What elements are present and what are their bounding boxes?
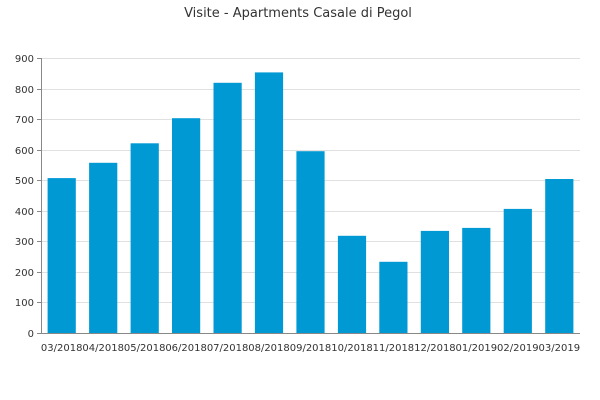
y-tick-label: 100 xyxy=(15,298,34,309)
bar-09-2018 xyxy=(296,151,325,333)
bar-10-2018 xyxy=(337,235,367,333)
x-tick-label: 04/2018 xyxy=(82,343,124,354)
x-tick-label: 02/2019 xyxy=(497,343,539,354)
x-tick-label: 07/2018 xyxy=(207,343,249,354)
y-tick-label: 400 xyxy=(15,207,34,218)
y-tick-label: 300 xyxy=(15,237,34,248)
x-tick-label: 05/2018 xyxy=(124,343,166,354)
x-tick-label: 01/2019 xyxy=(456,343,498,354)
bar-07-2018 xyxy=(213,82,242,334)
x-tick-label: 10/2018 xyxy=(331,343,373,354)
x-tick-label: 09/2018 xyxy=(290,343,332,354)
x-tick-label: 06/2018 xyxy=(165,343,207,354)
bar-04-2018 xyxy=(89,162,118,333)
bar-05-2018 xyxy=(130,143,159,333)
bar-01-2019 xyxy=(462,227,491,333)
bar-02-2019 xyxy=(503,208,532,333)
x-tick-label: 08/2018 xyxy=(248,343,290,354)
bar-12-2018 xyxy=(420,230,449,333)
bar-03-2018 xyxy=(47,178,76,333)
bars xyxy=(47,72,574,334)
bar-08-2018 xyxy=(254,72,284,334)
y-tick-label: 900 xyxy=(15,54,34,65)
y-tick-label: 600 xyxy=(15,146,34,157)
x-tick-label: 12/2018 xyxy=(414,343,456,354)
x-tick-label: 03/2018 xyxy=(41,343,83,354)
bar-11-2018 xyxy=(379,261,408,333)
y-tick-label: 200 xyxy=(15,268,34,279)
y-axis: 0 100 200 300 400 500 600 700 800 900 xyxy=(15,54,42,340)
bar-06-2018 xyxy=(172,118,201,333)
x-axis: 03/2018 04/2018 05/2018 06/2018 07/2018 08/20… xyxy=(41,333,581,354)
chart-title: Visite - Apartments Casale di Pegol xyxy=(184,6,412,21)
y-tick-label: 800 xyxy=(15,85,34,96)
x-tick-label: 11/2018 xyxy=(373,343,415,354)
y-tick-label: 0 xyxy=(28,329,34,340)
y-tick-label: 500 xyxy=(15,176,34,187)
y-tick-label: 700 xyxy=(15,115,34,126)
x-tick-label: 03/2019 xyxy=(539,343,581,354)
bar-03-2019 xyxy=(545,179,574,333)
